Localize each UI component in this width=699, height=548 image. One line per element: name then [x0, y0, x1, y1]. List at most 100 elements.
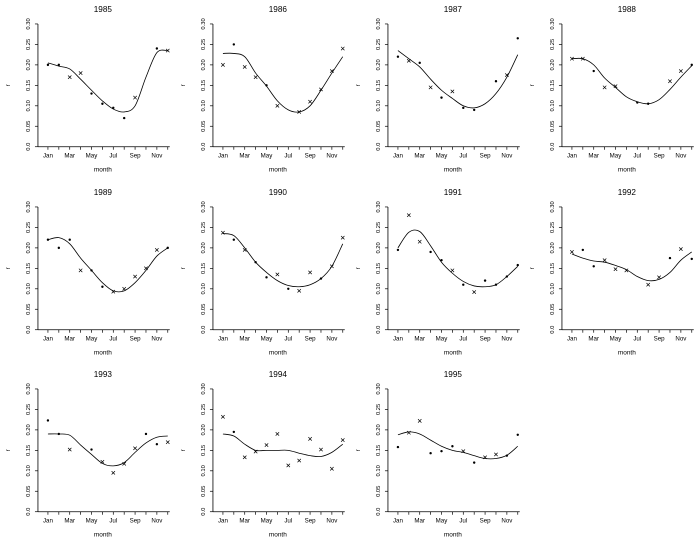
- y-tick-label: 0.30: [550, 201, 556, 212]
- x-tick-label: May: [86, 518, 99, 525]
- data-point-dot: [647, 102, 650, 105]
- x-tick-label: Jan: [43, 153, 54, 160]
- x-tick-label: Mar: [589, 335, 600, 342]
- data-point-dot: [690, 63, 694, 67]
- x-tick-label: Sep: [130, 518, 142, 525]
- x-marker-icon: [668, 79, 673, 84]
- x-marker-icon: [275, 432, 280, 437]
- chart-plot-1986: 1986 0.0 0.05 0.10 0.15 0.20 0.25 0.30 r Jan Mar Ma…: [180, 5, 345, 174]
- data-point-x: [471, 289, 476, 294]
- chart-title: 1993: [94, 370, 113, 379]
- data-point-dot: [46, 419, 50, 422]
- data-point-x: [275, 272, 280, 277]
- y-tick-label: 0.15: [550, 80, 556, 91]
- x-marker-icon: [428, 85, 433, 90]
- chart-cell-1990: 1990 0.0 0.05 0.10 0.15 0.20 0.25 0.30 r Jan Mar Ma…: [175, 183, 350, 366]
- data-point-dot: [46, 63, 50, 67]
- chart-plot-1994: 1994 0.0 0.05 0.10 0.15 0.20 0.25 0.30 r Jan Mar Ma…: [180, 370, 345, 539]
- data-point-dot: [166, 246, 169, 249]
- data-point-x: [406, 431, 411, 435]
- y-tick-label: 0.25: [26, 39, 32, 50]
- smooth-curve: [397, 431, 518, 460]
- x-marker-icon: [340, 235, 345, 240]
- x-marker-icon: [296, 288, 301, 293]
- x-tick-label: May: [260, 518, 273, 525]
- data-point-x: [242, 455, 247, 460]
- y-tick-label: 0.25: [375, 404, 381, 415]
- chart-title: 1985: [94, 5, 113, 14]
- x-marker-icon: [581, 56, 586, 61]
- x-tick-label: Sep: [479, 518, 491, 525]
- data-point-dot: [592, 264, 596, 268]
- data-point-x: [493, 452, 498, 457]
- y-tick-label: 0.10: [201, 283, 207, 294]
- y-tick-label: 0.20: [375, 59, 381, 70]
- data-point-dot: [461, 106, 464, 110]
- x-marker-icon: [613, 266, 618, 271]
- data-point-dot: [101, 285, 104, 288]
- x-marker-icon: [111, 471, 116, 476]
- x-marker-icon: [154, 247, 159, 252]
- x-marker-icon: [275, 103, 280, 108]
- y-tick-label: 0.30: [550, 18, 556, 29]
- data-point-x: [296, 109, 301, 114]
- x-tick-label: Nov: [326, 518, 338, 525]
- x-tick-label: Mar: [239, 335, 250, 342]
- x-tick-label: May: [86, 153, 99, 160]
- smooth-curve: [47, 49, 168, 113]
- data-point-dot: [494, 80, 497, 83]
- x-marker-icon: [504, 73, 509, 78]
- data-point-x: [133, 274, 138, 279]
- chart-title: 1994: [269, 370, 288, 379]
- data-point-dot: [155, 443, 159, 446]
- x-tick-label: Jan: [392, 518, 403, 525]
- chart-cell-1993: 1993 0.0 0.05 0.10 0.15 0.20 0.25 0.30 r Jan Mar Ma…: [0, 365, 175, 548]
- data-point-x: [449, 268, 454, 272]
- data-point-x: [111, 289, 116, 294]
- x-tick-label: Nov: [501, 335, 513, 342]
- x-axis-label: month: [618, 349, 636, 356]
- x-marker-icon: [253, 449, 258, 454]
- data-point-x: [329, 69, 334, 73]
- x-marker-icon: [449, 268, 454, 272]
- data-point-x: [275, 103, 280, 108]
- x-marker-icon: [657, 275, 662, 279]
- y-tick-label: 0.0: [26, 325, 32, 333]
- data-point-x: [406, 212, 411, 217]
- x-tick-label: Sep: [130, 335, 142, 342]
- y-axis-label: r: [529, 83, 536, 86]
- data-point-dot: [90, 92, 93, 95]
- y-tick-label: 0.0: [375, 325, 381, 333]
- x-tick-label: Jul: [459, 153, 467, 160]
- x-marker-icon: [679, 246, 684, 251]
- data-point-dot: [505, 454, 508, 458]
- data-point-x: [307, 437, 312, 442]
- y-tick-label: 0.05: [26, 486, 32, 497]
- data-point-dot: [472, 108, 475, 112]
- chart-title: 1995: [443, 370, 462, 379]
- x-marker-icon: [242, 64, 247, 69]
- data-point-dot: [428, 452, 432, 455]
- x-tick-label: May: [260, 153, 273, 160]
- y-axis-label: r: [5, 449, 12, 452]
- data-point-x: [657, 275, 662, 279]
- data-point-x: [67, 447, 72, 452]
- x-marker-icon: [165, 440, 170, 445]
- y-tick-label: 0.0: [375, 508, 381, 516]
- data-point-dot: [505, 274, 508, 278]
- data-point-x: [154, 247, 159, 252]
- data-point-x: [67, 75, 72, 80]
- smooth-curve: [47, 433, 168, 467]
- smooth-curve: [397, 229, 518, 287]
- chart-title: 1988: [618, 5, 637, 14]
- x-tick-label: Nov: [151, 153, 163, 160]
- y-tick-label: 0.25: [375, 39, 381, 50]
- y-tick-label: 0.10: [201, 100, 207, 111]
- x-tick-label: Nov: [326, 153, 338, 160]
- y-tick-label: 0.25: [550, 221, 556, 232]
- data-point-dot: [155, 47, 159, 50]
- x-marker-icon: [144, 266, 148, 270]
- x-marker-icon: [340, 46, 345, 51]
- x-marker-icon: [613, 84, 618, 89]
- x-marker-icon: [406, 58, 411, 63]
